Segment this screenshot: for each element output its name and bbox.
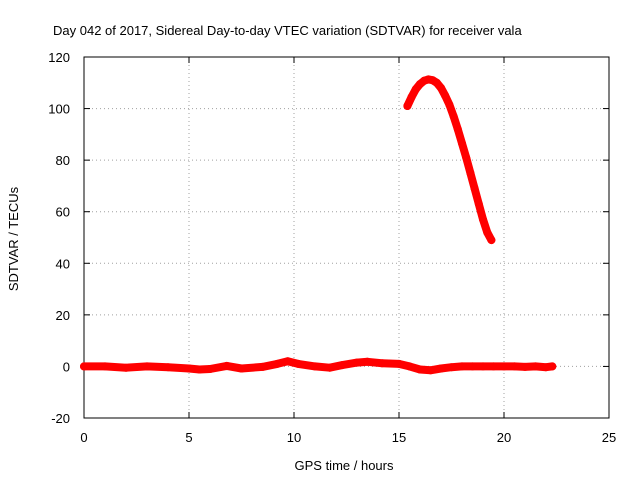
data-point bbox=[363, 357, 372, 366]
data-point bbox=[143, 362, 151, 371]
x-tick-label: 20 bbox=[497, 430, 511, 445]
data-point bbox=[222, 361, 231, 370]
data-point bbox=[548, 362, 557, 371]
data-point bbox=[479, 215, 487, 224]
data-point bbox=[195, 365, 204, 374]
data-point bbox=[353, 358, 361, 367]
data-point bbox=[445, 100, 454, 109]
plot-frame bbox=[83, 56, 610, 419]
data-point bbox=[395, 359, 403, 368]
x-tick-label: 5 bbox=[185, 430, 192, 445]
data-point bbox=[441, 91, 450, 100]
data-point bbox=[489, 362, 498, 371]
x-tick-label: 0 bbox=[80, 430, 87, 445]
data-point bbox=[521, 362, 529, 371]
data-point bbox=[101, 362, 109, 371]
data-point bbox=[437, 364, 445, 373]
x-tick-label: 10 bbox=[287, 430, 301, 445]
data-point bbox=[510, 362, 519, 371]
data-point bbox=[403, 102, 412, 110]
data-point bbox=[80, 362, 88, 371]
data-point bbox=[474, 200, 483, 208]
data-point bbox=[185, 364, 193, 373]
y-tick-label: 60 bbox=[56, 205, 70, 220]
y-tick-label: 0 bbox=[63, 359, 70, 374]
x-tick-label: 15 bbox=[392, 430, 406, 445]
data-point bbox=[378, 359, 387, 368]
data-point bbox=[206, 365, 214, 373]
data-point bbox=[468, 362, 477, 371]
series-layer bbox=[80, 75, 557, 375]
chart-title: Day 042 of 2017, Sidereal Day-to-day VTE… bbox=[53, 23, 522, 38]
y-tick-label: 100 bbox=[48, 102, 70, 117]
data-point bbox=[273, 359, 282, 368]
data-point bbox=[487, 236, 496, 245]
data-point bbox=[294, 359, 303, 368]
data-point bbox=[453, 125, 462, 134]
data-point bbox=[542, 363, 550, 372]
data-point bbox=[325, 363, 334, 372]
x-tick-label: 25 bbox=[602, 430, 616, 445]
data-point bbox=[437, 83, 445, 92]
data-point bbox=[237, 364, 246, 373]
x-axis-label: GPS time / hours bbox=[295, 458, 394, 473]
y-axis-label: SDTVAR / TECUs bbox=[6, 186, 21, 291]
data-point bbox=[426, 366, 435, 375]
y-tick-label: 120 bbox=[48, 50, 70, 65]
data-point bbox=[311, 362, 319, 371]
data-point bbox=[405, 362, 414, 371]
data-point bbox=[531, 362, 540, 371]
data-point bbox=[258, 362, 267, 371]
y-tick-label: 80 bbox=[56, 153, 70, 168]
axis-ticks: 0 5 10 15 20 25 -20 0 20 40 60 80 100 120 bbox=[48, 50, 616, 445]
y-tick-label: 40 bbox=[56, 256, 70, 271]
grid-lines bbox=[84, 57, 609, 418]
data-point bbox=[462, 153, 471, 162]
data-point bbox=[338, 361, 347, 370]
data-point bbox=[449, 112, 458, 121]
data-point bbox=[479, 362, 487, 371]
data-point bbox=[458, 362, 466, 371]
data-point bbox=[470, 184, 479, 193]
data-point bbox=[500, 362, 508, 371]
series-0 bbox=[80, 357, 557, 375]
series-1 bbox=[403, 75, 496, 245]
y-tick-label: 20 bbox=[56, 308, 70, 323]
data-point bbox=[407, 93, 416, 101]
data-point bbox=[283, 357, 292, 366]
data-point bbox=[483, 228, 492, 237]
data-point bbox=[458, 139, 466, 148]
data-point bbox=[164, 363, 172, 372]
data-point bbox=[122, 363, 130, 372]
data-point bbox=[416, 365, 424, 374]
data-point bbox=[447, 363, 456, 372]
data-point bbox=[466, 169, 475, 177]
y-tick-label: -20 bbox=[51, 411, 70, 426]
